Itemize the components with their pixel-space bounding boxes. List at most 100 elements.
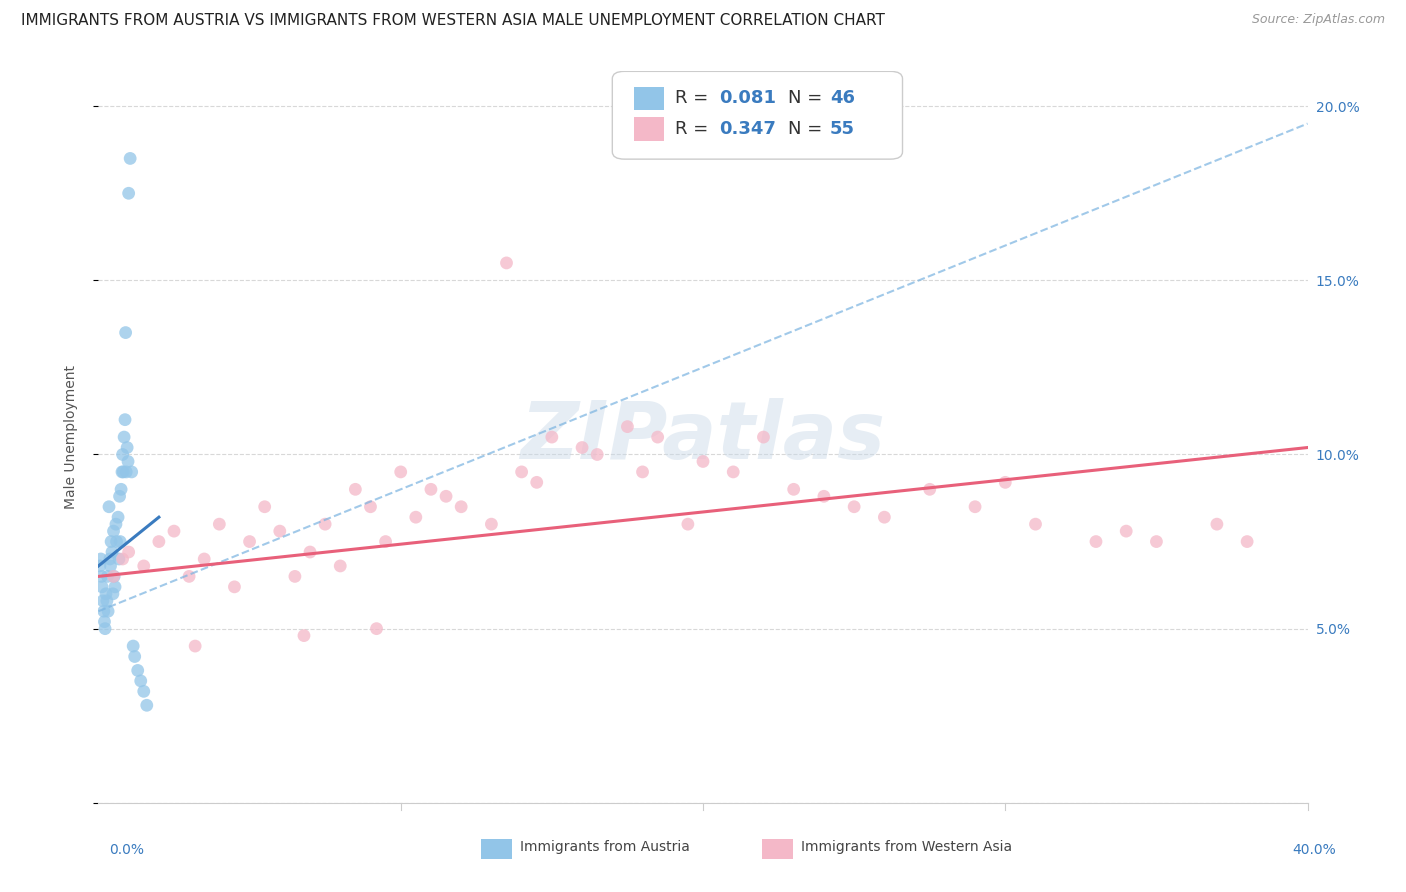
Point	[299, 545, 322, 559]
Point	[94, 587, 117, 601]
Point	[90, 569, 112, 583]
FancyBboxPatch shape	[634, 118, 664, 141]
Point	[571, 441, 593, 455]
Point	[93, 604, 115, 618]
Point	[844, 500, 866, 514]
Point	[114, 412, 136, 426]
Point	[103, 569, 125, 583]
Point	[112, 465, 135, 479]
Point	[366, 622, 388, 636]
Point	[692, 454, 714, 468]
Point	[208, 517, 231, 532]
Point	[120, 152, 142, 166]
Point	[586, 448, 609, 462]
Point	[193, 552, 215, 566]
Point	[103, 569, 125, 583]
Text: R =: R =	[675, 89, 714, 107]
Point	[132, 558, 155, 573]
Point	[374, 534, 396, 549]
Point	[292, 629, 315, 643]
Point	[114, 326, 136, 340]
Point	[405, 510, 427, 524]
Point	[540, 430, 562, 444]
Point	[434, 489, 457, 503]
Point	[450, 500, 472, 514]
Text: 46: 46	[830, 89, 855, 107]
Point	[100, 558, 122, 573]
Point	[104, 517, 127, 532]
Point	[676, 517, 699, 532]
Point	[89, 558, 111, 573]
Point	[314, 517, 336, 532]
Point	[108, 552, 131, 566]
Text: 0.081: 0.081	[718, 89, 776, 107]
Text: 40.0%: 40.0%	[1292, 843, 1337, 857]
Point	[91, 580, 114, 594]
Point	[98, 552, 121, 566]
Point	[526, 475, 548, 490]
Point	[101, 545, 124, 559]
Point	[105, 534, 128, 549]
FancyBboxPatch shape	[634, 87, 664, 110]
Point	[179, 569, 201, 583]
Point	[163, 524, 186, 538]
Text: N =: N =	[787, 120, 828, 138]
Point	[783, 483, 806, 497]
Text: R =: R =	[675, 120, 714, 138]
Point	[132, 684, 155, 698]
Text: Immigrants from Western Asia: Immigrants from Western Asia	[801, 840, 1012, 855]
Point	[1236, 534, 1258, 549]
Point	[1085, 534, 1108, 549]
Point	[97, 604, 120, 618]
Point	[389, 465, 412, 479]
Point	[108, 489, 131, 503]
Point	[117, 454, 139, 468]
Point	[90, 552, 112, 566]
Point	[420, 483, 443, 497]
Point	[129, 673, 152, 688]
Point	[631, 465, 654, 479]
Point	[101, 587, 124, 601]
Point	[253, 500, 276, 514]
Point	[510, 465, 533, 479]
Point	[360, 500, 382, 514]
Point	[118, 186, 141, 201]
Point	[121, 465, 143, 479]
Point	[752, 430, 775, 444]
Text: N =: N =	[787, 89, 828, 107]
Point	[269, 524, 291, 538]
Point	[495, 256, 517, 270]
Point	[1146, 534, 1168, 549]
Point	[329, 558, 352, 573]
Text: 0.0%: 0.0%	[110, 843, 143, 857]
Point	[994, 475, 1017, 490]
Point	[103, 524, 125, 538]
Point	[224, 580, 246, 594]
Point	[115, 441, 138, 455]
Point	[647, 430, 669, 444]
Point	[111, 448, 134, 462]
Point	[96, 594, 118, 608]
Text: 55: 55	[830, 120, 855, 138]
Point	[94, 622, 117, 636]
Point	[965, 500, 987, 514]
Point	[91, 594, 114, 608]
Point	[124, 649, 146, 664]
Text: Source: ZipAtlas.com: Source: ZipAtlas.com	[1251, 13, 1385, 27]
FancyBboxPatch shape	[613, 71, 903, 159]
Point	[184, 639, 207, 653]
Point	[118, 545, 141, 559]
Text: 0.347: 0.347	[718, 120, 776, 138]
Point	[98, 500, 121, 514]
Point	[481, 517, 503, 532]
Point	[344, 483, 367, 497]
Text: IMMIGRANTS FROM AUSTRIA VS IMMIGRANTS FROM WESTERN ASIA MALE UNEMPLOYMENT CORREL: IMMIGRANTS FROM AUSTRIA VS IMMIGRANTS FR…	[21, 13, 884, 29]
Point	[96, 569, 118, 583]
Point	[112, 430, 135, 444]
Point	[813, 489, 835, 503]
Point	[1206, 517, 1229, 532]
Point	[284, 569, 307, 583]
Text: ZIPatlas: ZIPatlas	[520, 398, 886, 476]
Point	[104, 580, 127, 594]
Point	[108, 534, 131, 549]
